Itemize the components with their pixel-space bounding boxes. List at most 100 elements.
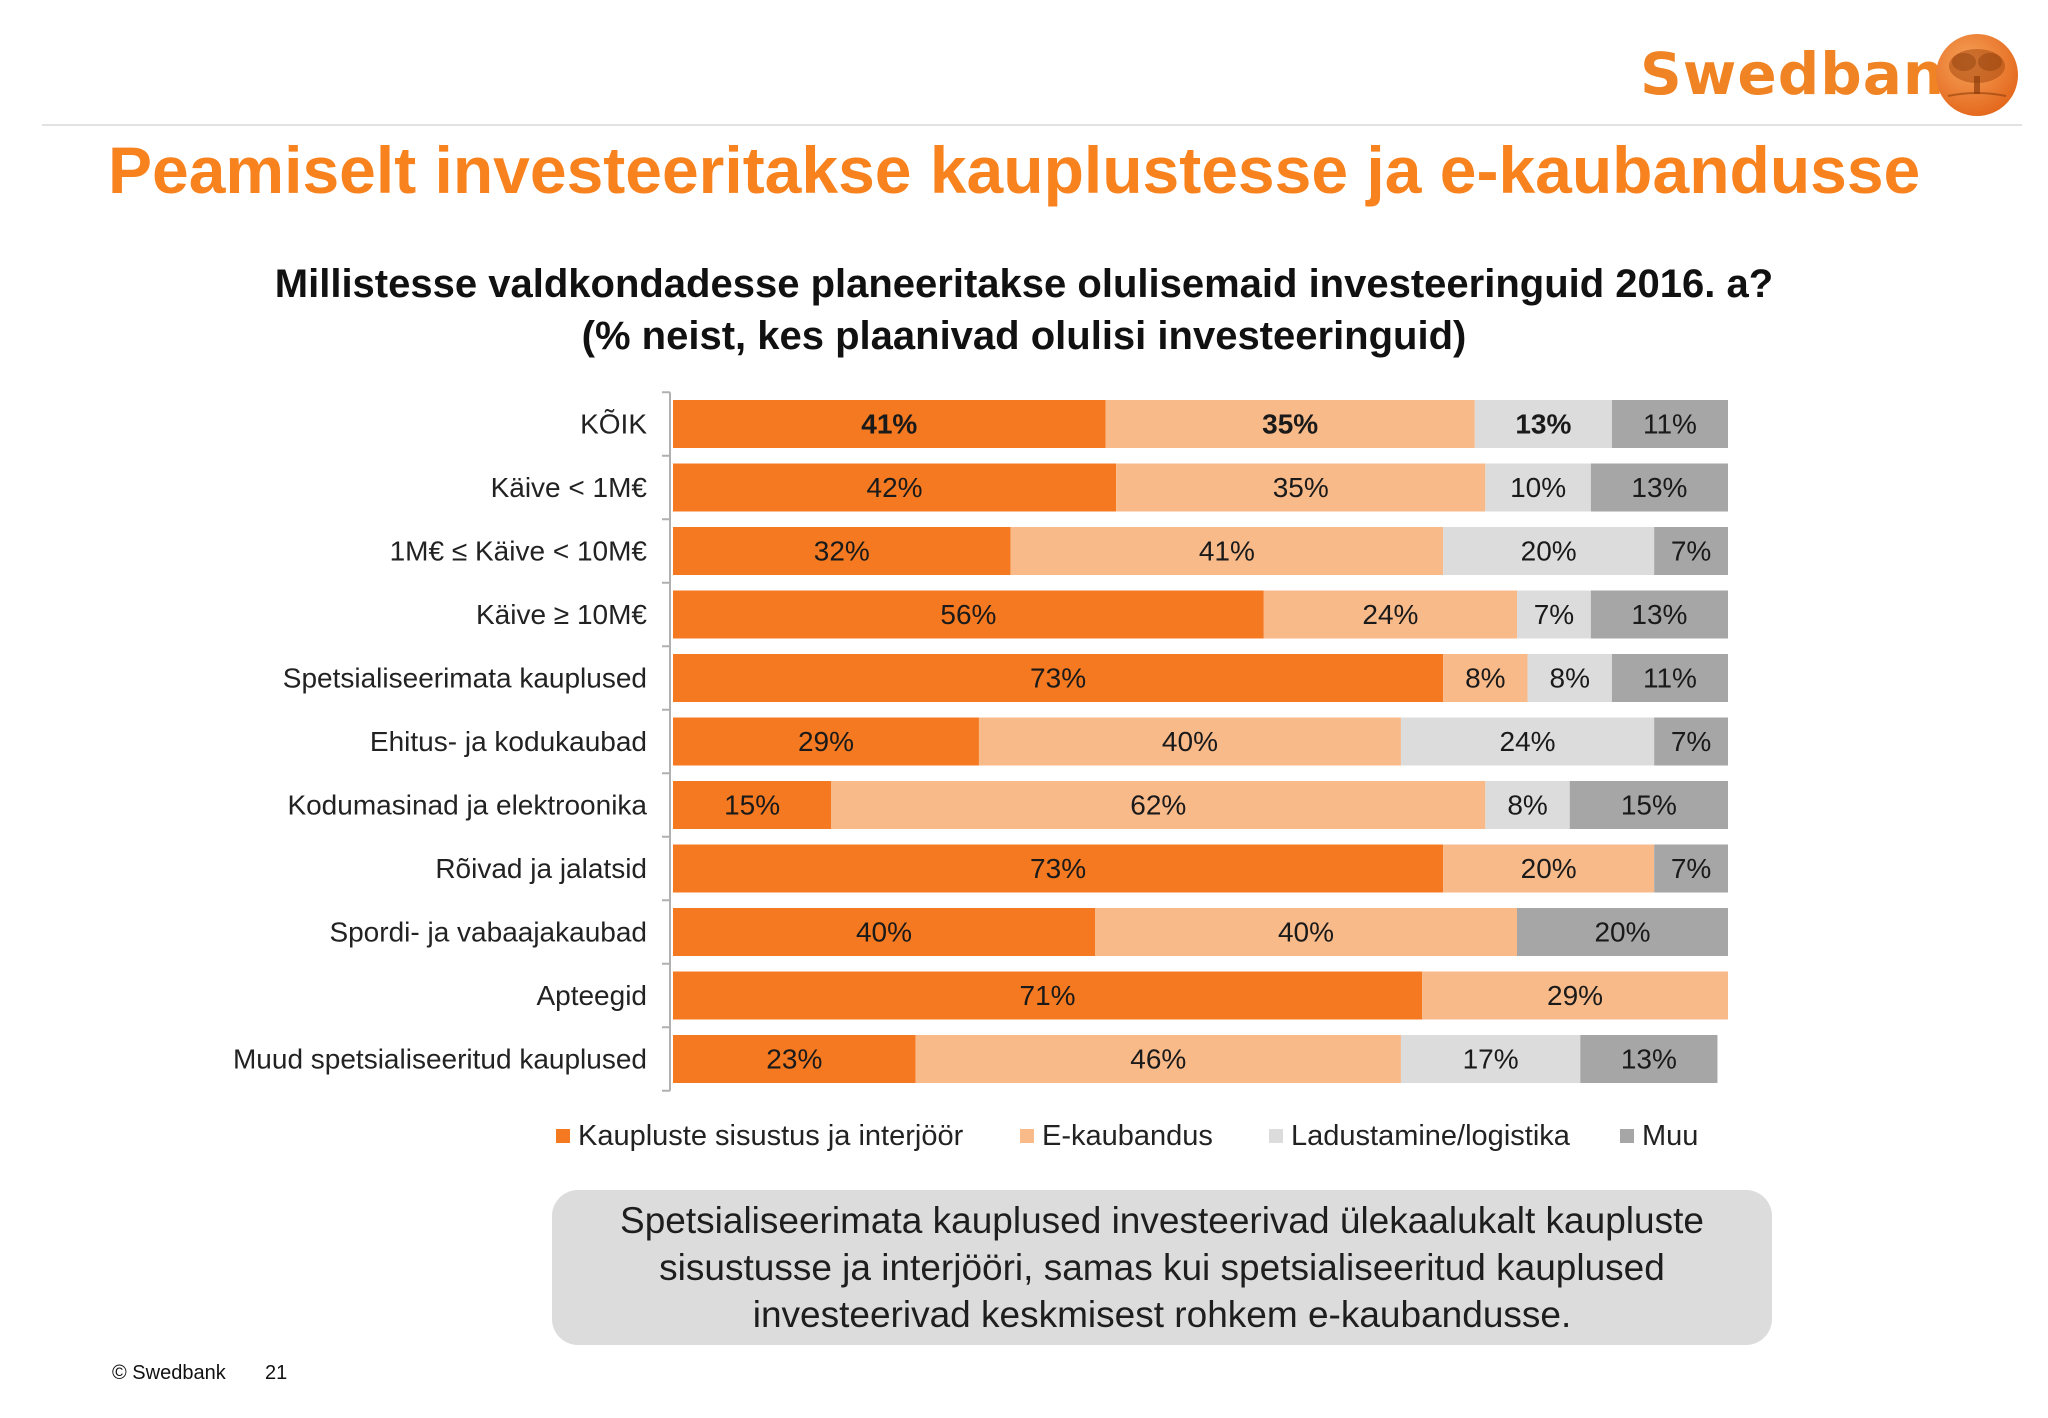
- category-label: Käive ≥ 10M€: [476, 599, 647, 630]
- data-label: 11%: [1643, 663, 1697, 694]
- data-label: 46%: [1130, 1044, 1186, 1075]
- bar-segment: [1422, 971, 1728, 1020]
- bar-segment: [1485, 463, 1591, 512]
- legend-item: Muu: [1620, 1116, 1698, 1156]
- data-label: 24%: [1362, 599, 1418, 630]
- data-label: 29%: [798, 726, 854, 757]
- bar-segment: [673, 1035, 916, 1083]
- bar-segment: [673, 654, 1444, 702]
- page-title: Peamiselt investeeritakse kauplustesse j…: [108, 133, 1921, 207]
- bar-segment: [1580, 1035, 1718, 1083]
- bar-segment: [673, 844, 1444, 893]
- category-label: Rõivad ja jalatsid: [435, 853, 647, 884]
- bar-segment: [1400, 1035, 1581, 1083]
- bar-segment: [831, 781, 1486, 829]
- swedbank-logo: Swedbank: [1640, 32, 2020, 122]
- page-number: 21: [265, 1362, 288, 1384]
- stacked-bar-chart: KÕIK 41% 35% 13% 11% Käive < 1M€ 42% 35% 10% 13% 1…: [233, 391, 1728, 1092]
- chart-title-block: Millistesse valdkondadesse planeeritakse…: [0, 258, 2048, 362]
- data-label: 71%: [1020, 980, 1076, 1011]
- category-label: Ehitus- ja kodukaubad: [370, 726, 647, 757]
- data-label: 41%: [1199, 536, 1255, 567]
- legend-item: E-kaubandus: [1020, 1116, 1213, 1156]
- category-label: Kodumasinad ja elektroonika: [287, 790, 647, 821]
- legend-swatch: [1020, 1129, 1034, 1143]
- data-label: 13%: [1631, 472, 1687, 503]
- bar-segment: [978, 717, 1401, 766]
- legend-label: Ladustamine/logistika: [1291, 1119, 1570, 1152]
- chart-subtitle: (% neist, kes plaanivad olulisi investee…: [581, 314, 1467, 358]
- data-label: 8%: [1550, 663, 1590, 694]
- data-label: 40%: [1278, 917, 1334, 948]
- legend-item: Kaupluste sisustus ja interjöör: [556, 1116, 963, 1156]
- category-label: Spetsialiseerimata kauplused: [283, 663, 647, 694]
- category-label: 1M€ ≤ Käive < 10M€: [390, 536, 648, 567]
- bar-segment: [1443, 844, 1655, 893]
- bar-segment: [1590, 463, 1728, 512]
- bar-segment: [1611, 654, 1728, 702]
- bar-segment: [1010, 527, 1444, 575]
- bar-segment: [915, 1035, 1401, 1083]
- bar-segment: [1654, 844, 1728, 893]
- bar-segment: [1569, 781, 1728, 829]
- data-label: 8%: [1465, 663, 1505, 694]
- data-label: 8%: [1507, 790, 1547, 821]
- category-label: Apteegid: [536, 980, 647, 1011]
- legend-swatch: [1269, 1129, 1283, 1143]
- category-label: Spordi- ja vabaajakaubad: [329, 917, 647, 948]
- data-label: 41%: [861, 409, 917, 440]
- bar-segment: [1105, 400, 1475, 448]
- legend-item: Ladustamine/logistika: [1269, 1116, 1570, 1156]
- bar-segment: [1400, 717, 1655, 766]
- data-label: 20%: [1594, 917, 1650, 948]
- legend-label: Muu: [1642, 1119, 1699, 1152]
- bar-segment: [1443, 654, 1528, 702]
- data-label: 17%: [1463, 1044, 1519, 1075]
- data-label: 32%: [814, 536, 870, 567]
- bar-segment: [673, 717, 979, 766]
- data-label: 73%: [1030, 853, 1086, 884]
- data-label: 15%: [724, 790, 780, 821]
- category-label: Käive < 1M€: [491, 472, 648, 503]
- oak-tree-icon: [1936, 34, 2018, 116]
- bar-segment: [1517, 590, 1591, 639]
- data-label: 13%: [1515, 409, 1571, 440]
- data-label: 10%: [1510, 472, 1566, 503]
- bar-segment: [1654, 527, 1728, 575]
- bar-segment: [1116, 463, 1486, 512]
- bar-segment: [1443, 527, 1655, 575]
- bar-segment: [1611, 400, 1728, 448]
- data-label: 20%: [1521, 853, 1577, 884]
- data-label: 7%: [1534, 599, 1574, 630]
- footer-copyright: © Swedbank: [112, 1362, 226, 1384]
- legend-swatch: [556, 1129, 570, 1143]
- data-label: 13%: [1621, 1044, 1677, 1075]
- data-label: 40%: [1162, 726, 1218, 757]
- legend-swatch: [1620, 1129, 1634, 1143]
- summary-note: Spetsialiseerimata kauplused investeeriv…: [552, 1190, 1772, 1345]
- bar-segment: [673, 463, 1117, 512]
- bar-segment: [673, 590, 1264, 639]
- bar-segment: [1517, 908, 1728, 956]
- data-label: 13%: [1631, 599, 1687, 630]
- legend-label: E-kaubandus: [1042, 1119, 1213, 1152]
- data-label: 73%: [1030, 663, 1086, 694]
- bar-segment: [673, 527, 1011, 575]
- bar-segment: [1263, 590, 1517, 639]
- category-label: Muud spetsialiseeritud kauplused: [233, 1044, 647, 1075]
- data-label: 56%: [940, 599, 996, 630]
- legend-label: Kaupluste sisustus ja interjöör: [578, 1119, 964, 1152]
- bar-segment: [673, 400, 1106, 448]
- data-label: 7%: [1671, 726, 1711, 757]
- data-label: 42%: [867, 472, 923, 503]
- data-label: 62%: [1130, 790, 1186, 821]
- bar-segment: [1485, 781, 1570, 829]
- chart-title: Millistesse valdkondadesse planeeritakse…: [274, 262, 1774, 306]
- data-label: 15%: [1621, 790, 1677, 821]
- data-label: 7%: [1671, 536, 1711, 567]
- data-label: 35%: [1262, 409, 1318, 440]
- bar-segment: [1095, 908, 1517, 956]
- bar-segment: [1474, 400, 1612, 448]
- header-divider: [42, 124, 2022, 126]
- bar-segment: [673, 908, 1095, 956]
